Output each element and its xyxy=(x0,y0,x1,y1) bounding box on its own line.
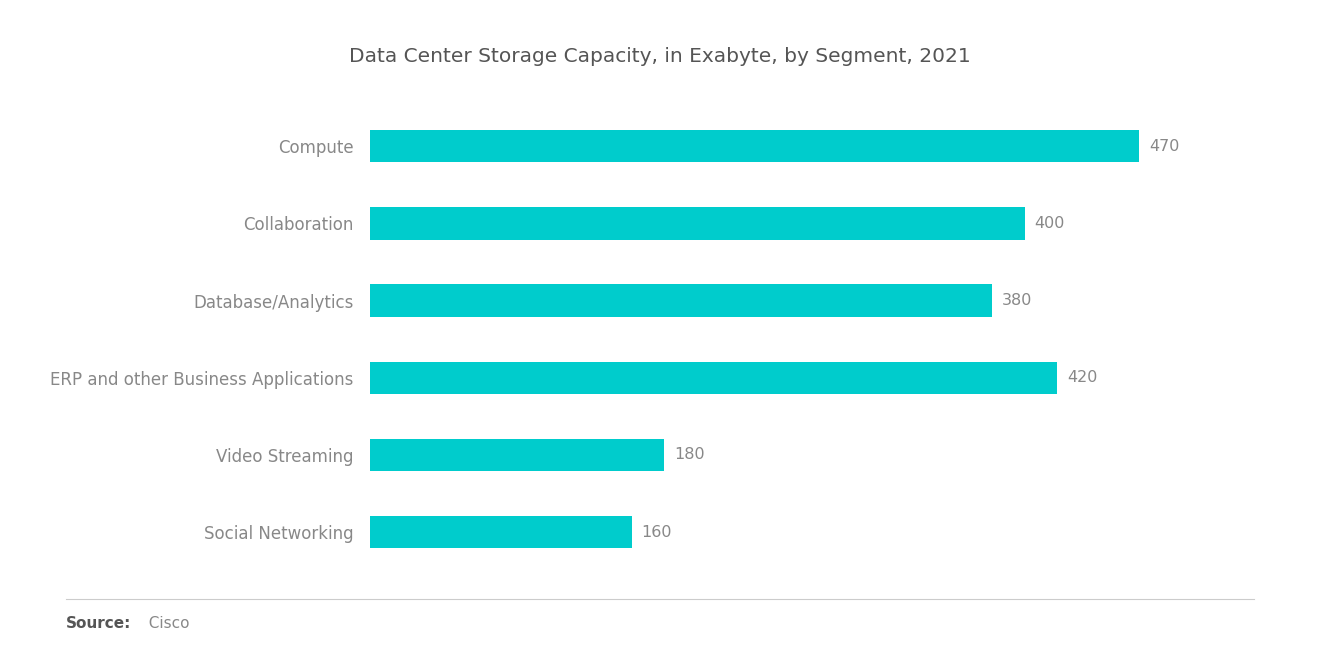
Bar xyxy=(370,439,664,471)
Text: 380: 380 xyxy=(1002,293,1032,308)
Text: 470: 470 xyxy=(1150,138,1180,154)
Text: 180: 180 xyxy=(675,448,705,462)
Text: Data Center Storage Capacity, in Exabyte, by Segment, 2021: Data Center Storage Capacity, in Exabyte… xyxy=(348,47,972,66)
Text: 160: 160 xyxy=(642,525,672,540)
Text: 420: 420 xyxy=(1068,370,1098,385)
Bar xyxy=(370,362,1057,394)
Bar xyxy=(370,285,991,317)
Text: Cisco: Cisco xyxy=(139,616,189,632)
Bar xyxy=(370,516,632,549)
Text: Source:: Source: xyxy=(66,616,132,632)
Text: 400: 400 xyxy=(1035,216,1065,231)
Bar xyxy=(370,207,1024,239)
Bar xyxy=(370,130,1139,162)
